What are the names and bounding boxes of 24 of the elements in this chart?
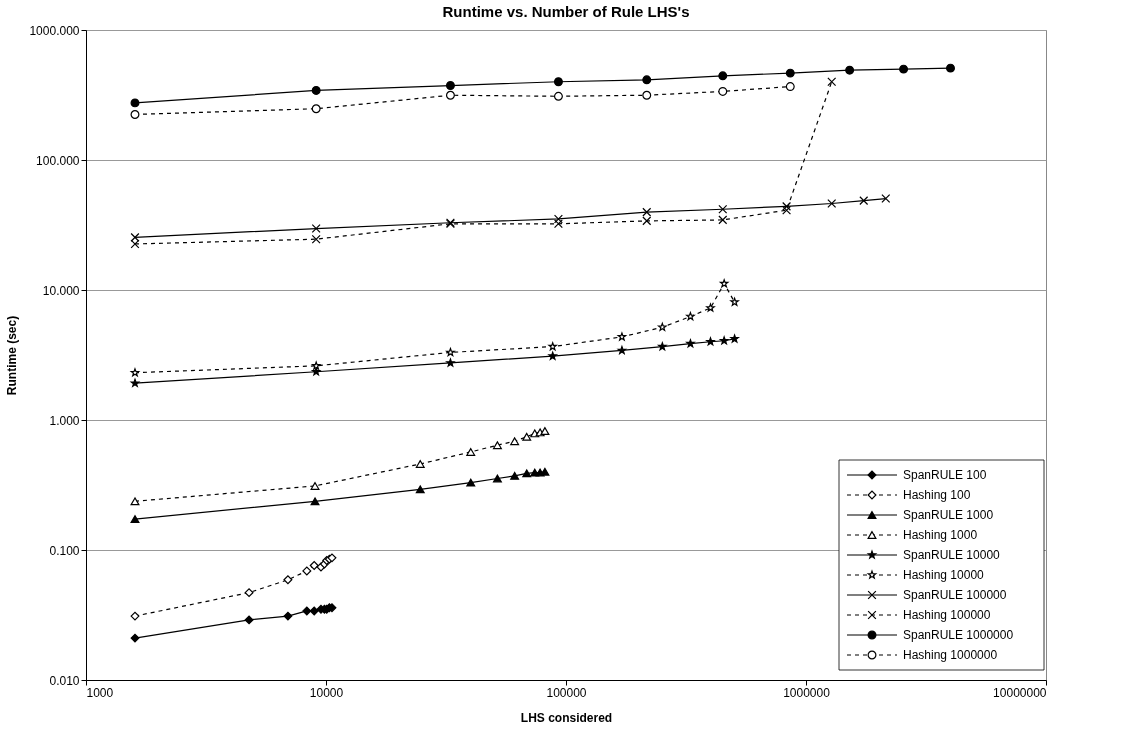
legend-label: Hashing 100	[903, 488, 971, 502]
y-tick-label: 100.000	[36, 153, 80, 168]
y-tick-label: 0.010	[49, 673, 80, 688]
legend-label: Hashing 1000	[903, 528, 978, 542]
y-tick-label: 1000.000	[29, 23, 80, 38]
legend-label: Hashing 10000	[903, 568, 985, 582]
legend-label: SpanRULE 10000	[903, 548, 1001, 562]
y-tick-label: 1.000	[49, 413, 80, 428]
x-tick-label: 1000000	[783, 685, 831, 700]
x-axis-title: LHS considered	[520, 710, 613, 725]
x-tick-label: 10000000	[993, 685, 1047, 700]
legend-label: Hashing 1000000	[903, 648, 998, 662]
legend-label: SpanRULE 100	[903, 468, 987, 482]
legend-label: SpanRULE 100000	[903, 588, 1007, 602]
y-axis-title: Runtime (sec)	[5, 315, 20, 396]
y-tick-label: 10.000	[42, 283, 80, 298]
legend-label: Hashing 100000	[903, 608, 991, 622]
x-tick-label: 1000	[86, 685, 114, 700]
chart-title: Runtime vs. Number of Rule LHS's	[442, 3, 690, 20]
legend-label: SpanRULE 1000	[903, 508, 994, 522]
x-tick-label: 100000	[546, 685, 587, 700]
y-tick-label: 0.100	[49, 543, 80, 558]
legend-label: SpanRULE 1000000	[903, 628, 1014, 642]
x-tick-label: 10000	[309, 685, 344, 700]
